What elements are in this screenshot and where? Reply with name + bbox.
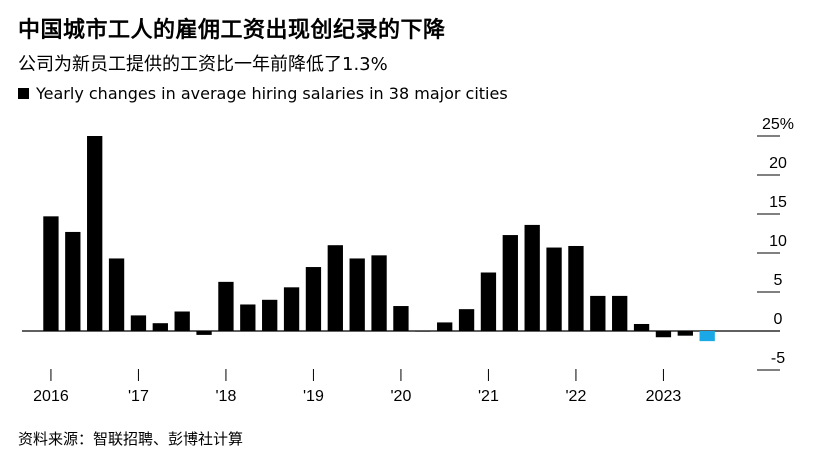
x-tick-label: '18	[216, 388, 237, 405]
bar	[568, 245, 584, 331]
x-tick-label: '22	[566, 388, 587, 405]
bar	[130, 315, 147, 331]
bar	[108, 258, 125, 331]
chart-title: 中国城市工人的雇佣工资出现创纪录的下降	[18, 18, 446, 43]
bar	[590, 295, 606, 331]
y-tick-label: 10	[769, 233, 787, 250]
bar	[677, 331, 693, 336]
bar	[240, 304, 256, 331]
x-tick-label: '19	[303, 388, 324, 405]
bar	[65, 231, 81, 331]
bar	[305, 267, 322, 331]
bar	[415, 331, 431, 332]
bar	[43, 216, 59, 331]
bar	[327, 245, 343, 331]
bar	[152, 323, 168, 331]
x-tick-label: '21	[478, 388, 499, 405]
bar	[437, 322, 453, 331]
y-tick-label: 0	[774, 311, 783, 328]
bar	[283, 287, 300, 331]
bar	[655, 331, 672, 338]
y-tick-label: 20	[769, 155, 787, 172]
source-note: 资料来源：智联招聘、彭博社计算	[18, 430, 244, 448]
bar	[349, 258, 365, 331]
bar	[633, 323, 650, 331]
bar	[174, 311, 190, 331]
y-tick-label: -5	[771, 350, 785, 367]
bar	[262, 299, 278, 331]
bar	[87, 136, 103, 331]
bar	[393, 306, 409, 331]
legend-swatch-icon	[18, 88, 29, 99]
y-tick-label: 15	[769, 194, 787, 211]
y-tick-label: 25%	[762, 116, 794, 133]
x-tick-label: '17	[128, 388, 149, 405]
bar	[480, 272, 497, 331]
bar	[524, 224, 540, 331]
bar	[371, 255, 387, 331]
x-tick-label: 2023	[646, 388, 682, 405]
y-tick-label: 5	[774, 272, 783, 289]
bar	[502, 235, 518, 331]
bar	[218, 281, 234, 331]
x-tick-label: '20	[391, 388, 412, 405]
bar	[196, 331, 212, 335]
x-tick-label: 2016	[33, 388, 69, 405]
legend-label: Yearly changes in average hiring salarie…	[36, 84, 508, 103]
chart-subtitle: 公司为新员工提供的工资比一年前降低了1.3%	[18, 54, 388, 75]
bar	[612, 295, 628, 331]
bar-highlight	[699, 331, 715, 342]
bar	[546, 247, 562, 331]
bar	[458, 309, 475, 331]
legend: Yearly changes in average hiring salarie…	[18, 84, 508, 103]
